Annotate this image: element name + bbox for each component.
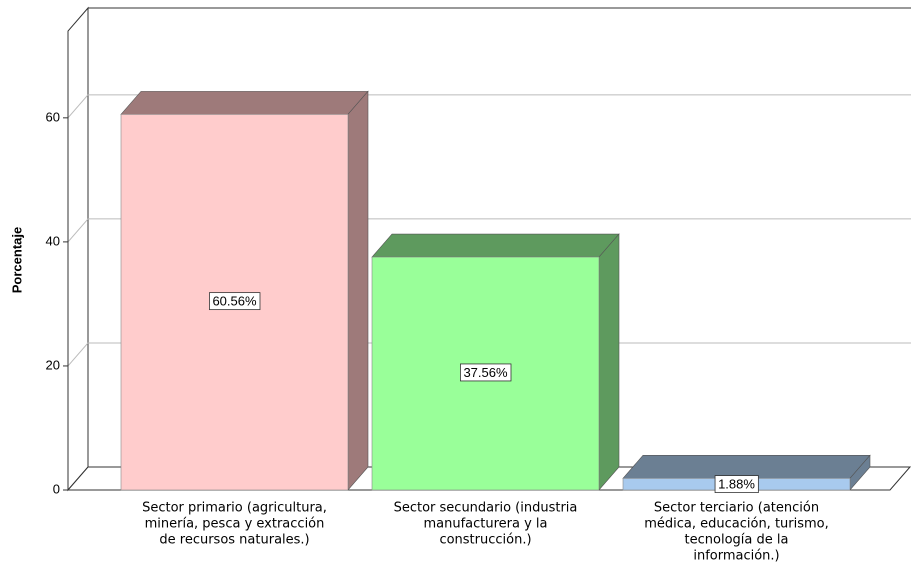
y-tick-label: 0 (53, 481, 60, 496)
y-tick-label: 40 (46, 233, 60, 248)
grid-line (67, 94, 89, 119)
x-tick-label: tecnología de la (685, 533, 789, 548)
x-tick-label: construcción.) (439, 533, 531, 548)
bar-group: 37.56% (371, 233, 620, 491)
y-axis-label: Porcentaje (9, 227, 24, 293)
x-tick-label: Sector primario (agricultura, (142, 501, 327, 516)
bar-side (598, 233, 620, 491)
y-tick-label: 60 (46, 109, 60, 124)
bar-top (371, 233, 620, 258)
x-tick-label: información.) (693, 549, 779, 564)
left-wall (67, 6, 89, 492)
value-label-box (460, 363, 512, 382)
bar-group: 1.88% (622, 454, 871, 494)
y-tick-label: 20 (46, 357, 60, 372)
bar-top (622, 455, 871, 479)
value-label: 37.56% (463, 365, 508, 380)
x-tick-label: Sector secundario (industria (394, 501, 578, 516)
x-tick-label: de recursos naturales.) (159, 533, 309, 548)
value-label-box (209, 292, 261, 311)
x-tick-label: médica, educación, turismo, (644, 517, 829, 532)
x-tick-label: minería, pesca y extracción (145, 517, 325, 532)
value-label-box (714, 475, 759, 494)
x-tick-label: manufacturera y la (423, 517, 547, 532)
value-label: 60.56% (212, 294, 257, 309)
bar-top (120, 91, 369, 115)
grid-line (67, 342, 89, 367)
value-label: 1.88% (718, 477, 755, 492)
bar-side (347, 90, 369, 491)
x-tick-label: Sector terciario (atención (654, 501, 819, 516)
bar-group: 60.56% (120, 90, 369, 491)
grid-line (67, 218, 89, 243)
